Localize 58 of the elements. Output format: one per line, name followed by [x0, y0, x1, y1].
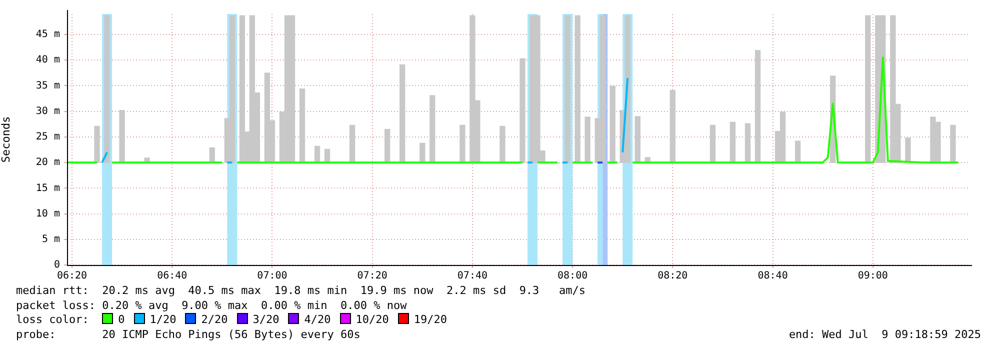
y-tick-label: 45 m — [36, 29, 60, 40]
y-tick-label: 0 — [54, 260, 60, 271]
text: median rtt: 20.2 ms avg 40.5 ms max 19.8 ms min 19.9 ms now 2.2 ms sd 9.3 am/s — [16, 284, 587, 298]
bar — [239, 15, 246, 163]
bar — [349, 124, 356, 163]
x-tick-label: 07:00 — [257, 270, 288, 282]
bar — [299, 88, 306, 163]
legend-title: loss color: — [16, 313, 89, 326]
bar — [730, 122, 736, 163]
legend-label: 10/20 — [354, 313, 389, 328]
bar — [710, 124, 716, 163]
legend-label: 2/20 — [200, 313, 228, 328]
legend-label: 19/20 — [412, 313, 447, 328]
y-tick-label: 40 m — [36, 54, 60, 66]
bar — [754, 50, 761, 163]
y-tick-label: 15 m — [36, 182, 60, 194]
legend-label: 4/20 — [303, 313, 331, 328]
bar — [950, 124, 956, 163]
bar — [119, 110, 125, 163]
y-tick-label: 10 m — [36, 208, 60, 220]
x-tick-label: 08:40 — [758, 270, 788, 282]
bar — [634, 116, 640, 163]
bar — [104, 15, 110, 163]
bar — [564, 15, 570, 163]
legend-label: 1/20 — [148, 313, 176, 328]
text: packet loss: 0.20 % avg 9.00 % max 0.00 % min 0.00 % now — [16, 298, 408, 313]
x-tick-label: 06:20 — [56, 270, 88, 282]
x-tick-label: 08:00 — [557, 270, 588, 282]
bar — [610, 86, 616, 163]
bar — [670, 90, 676, 163]
bar — [94, 126, 100, 163]
y-tick-label: 30 m — [36, 106, 60, 117]
bar — [905, 138, 911, 163]
bar — [400, 64, 406, 163]
bar — [520, 58, 526, 163]
bar — [460, 124, 466, 163]
bar — [500, 126, 506, 163]
x-tick-label: 07:40 — [457, 270, 488, 282]
bar — [430, 95, 436, 163]
bar — [794, 140, 801, 163]
bar — [584, 116, 590, 163]
text: end: Wed Jul 9 09:18:59 2025 — [788, 328, 981, 342]
bar — [865, 15, 871, 163]
x-tick-label: 06:40 — [157, 270, 188, 282]
x-tick-label: 07:20 — [357, 270, 388, 282]
y-tick-label: 5 m — [42, 234, 60, 245]
x-tick-label: 09:00 — [858, 270, 888, 282]
y-tick-label: 20 m — [36, 157, 60, 168]
y-axis-title: Seconds — [0, 116, 12, 163]
legend-label: 0 — [117, 313, 125, 328]
bar — [744, 123, 751, 163]
legend-label: 3/20 — [252, 313, 280, 328]
y-tick-label: 35 m — [36, 80, 60, 92]
y-tick-label: 25 m — [36, 132, 60, 143]
x-tick-label: 08:20 — [658, 270, 688, 282]
bar — [384, 128, 390, 163]
text: probe: 20 ICMP Echo Pings (56 Bytes) every 60s — [16, 328, 360, 340]
bar — [574, 15, 580, 163]
